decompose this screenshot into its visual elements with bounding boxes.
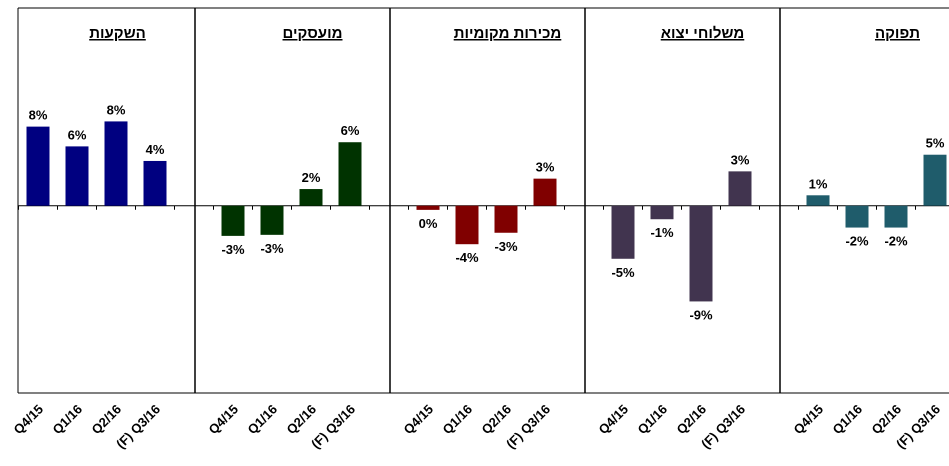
- bar: [143, 160, 167, 206]
- bar: [260, 205, 284, 235]
- bar: [455, 205, 479, 245]
- bar: [65, 146, 89, 206]
- bar: [416, 205, 440, 210]
- panel-title: מכירות מקומיות: [454, 25, 562, 42]
- bar: [494, 205, 518, 233]
- x-tick-label: Q1/16: [634, 402, 670, 438]
- panel-title: תפוקה: [875, 25, 920, 42]
- x-tick-label: Q2/16: [283, 402, 319, 438]
- panel-title: מועסקים: [283, 25, 343, 42]
- data-label: 4%: [146, 142, 165, 157]
- bar: [221, 205, 245, 236]
- data-label: 3%: [536, 160, 555, 175]
- data-label: 1%: [809, 176, 828, 191]
- bar: [650, 205, 674, 220]
- data-label: 2%: [302, 170, 321, 185]
- data-label: 5%: [926, 136, 945, 151]
- panel-title: השקעות: [89, 25, 146, 42]
- data-label: -4%: [455, 250, 479, 265]
- data-label: -3%: [221, 242, 245, 257]
- bar: [728, 171, 752, 206]
- x-tick-label: Q4/15: [595, 402, 631, 438]
- data-label: -5%: [611, 265, 635, 280]
- x-tick-label: Q1/16: [829, 402, 865, 438]
- data-label: -3%: [494, 239, 518, 254]
- data-label: 8%: [107, 102, 126, 117]
- data-label: -1%: [650, 225, 674, 240]
- x-tick-label: Q2/16: [478, 402, 514, 438]
- data-label: 6%: [68, 127, 87, 142]
- x-tick-label: Q4/15: [10, 402, 46, 438]
- x-tick-label: Q2/16: [88, 402, 124, 438]
- bar: [806, 195, 830, 206]
- x-tick-label: Q2/16: [868, 402, 904, 438]
- x-tick-label: Q2/16: [673, 402, 709, 438]
- x-tick-label: Q1/16: [439, 402, 475, 438]
- x-tick-label: Q4/15: [205, 402, 241, 438]
- data-label: -2%: [884, 234, 908, 249]
- data-label: 8%: [29, 108, 48, 123]
- bar: [689, 205, 713, 302]
- bar: [923, 154, 947, 206]
- bar: [611, 205, 635, 259]
- bar: [533, 178, 557, 206]
- x-tick-label: Q1/16: [244, 402, 280, 438]
- x-tick-label: Q4/15: [790, 402, 826, 438]
- data-label: -2%: [845, 234, 869, 249]
- data-label: -3%: [260, 241, 284, 256]
- bar: [26, 126, 50, 206]
- data-label: -9%: [689, 307, 713, 322]
- bar: [845, 205, 869, 228]
- bar: [104, 121, 128, 206]
- x-tick-label: Q4/15: [400, 402, 436, 438]
- bar: [884, 205, 908, 228]
- bar: [299, 189, 323, 206]
- data-label: 3%: [731, 152, 750, 167]
- bar: [338, 142, 362, 206]
- x-tick-label: Q1/16: [49, 402, 85, 438]
- panel-title: משלוחי יצוא: [661, 25, 745, 42]
- data-label: 0%: [419, 216, 438, 231]
- data-label: 6%: [341, 123, 360, 138]
